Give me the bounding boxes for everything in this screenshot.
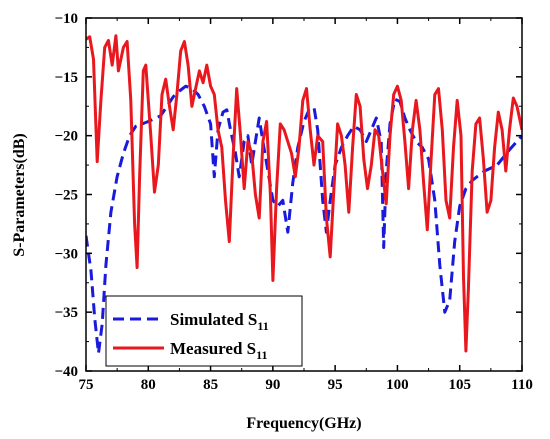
y-tick-label: −20 <box>54 129 78 145</box>
x-tick-label: 75 <box>79 377 94 393</box>
y-tick-label: −40 <box>54 364 78 380</box>
series-layer <box>86 34 522 355</box>
x-tick-label: 80 <box>141 377 156 393</box>
x-tick-label: 105 <box>448 377 471 393</box>
series-line-measured <box>86 34 522 353</box>
legend-label-measured: Measured S11 <box>170 339 267 362</box>
x-tick-label: 100 <box>386 377 409 393</box>
x-tick-label: 95 <box>328 377 343 393</box>
legend-box <box>105 295 303 367</box>
y-axis-title: S-Parameters(dB) <box>11 133 28 257</box>
ticks-layer <box>85 17 523 372</box>
x-tick-label: 85 <box>203 377 218 393</box>
tick-labels-layer: 75 80 85 90 95 100 105 110 −10 −15 −20 −25 −30 −35 −40 <box>54 11 532 393</box>
y-tick-label: −35 <box>54 305 78 321</box>
y-tick-label: −25 <box>54 188 78 204</box>
x-axis-title: Frequency(GHz) <box>246 415 361 432</box>
x-tick-label: 110 <box>511 377 533 393</box>
x-tick-label: 90 <box>265 377 280 393</box>
y-tick-label: −30 <box>54 246 78 262</box>
legend: Simulated S11 Measured S11 <box>105 295 303 367</box>
y-tick-label: −10 <box>54 11 78 27</box>
legend-label-simulated: Simulated S11 <box>170 310 269 333</box>
y-tick-label: −15 <box>54 70 78 86</box>
